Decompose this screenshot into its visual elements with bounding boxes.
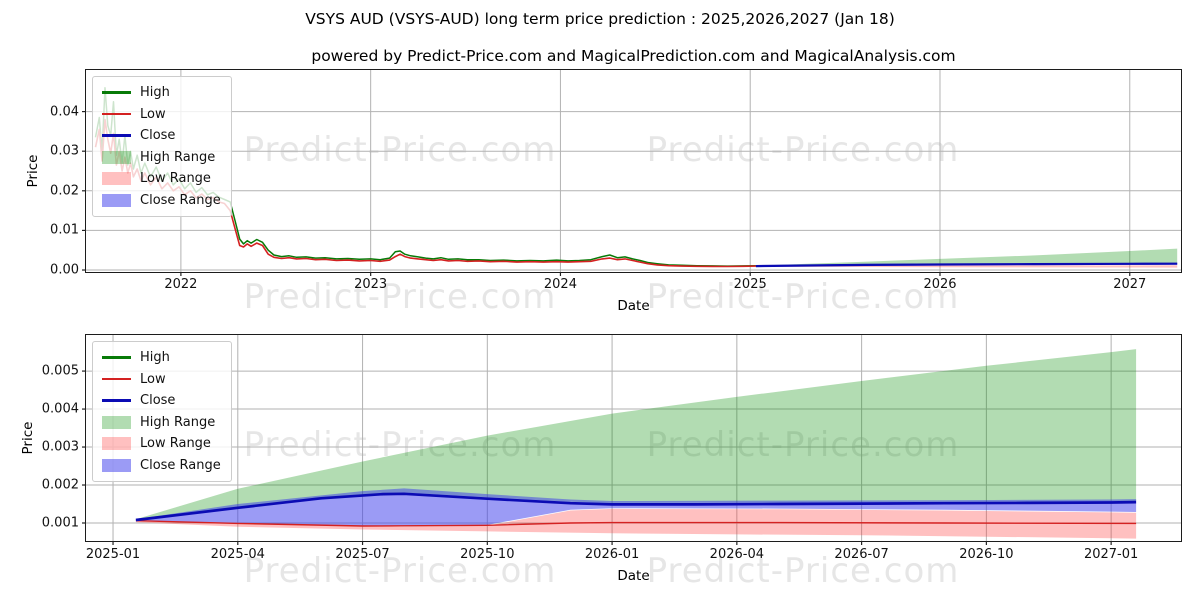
plot-area-top	[84, 68, 1182, 273]
legend-label: High	[140, 85, 170, 100]
area-high_range	[755, 248, 1178, 267]
y-axis-label: Price	[25, 154, 41, 188]
legend-swatch-close	[102, 399, 131, 402]
x-tick-label: 2026	[923, 277, 957, 292]
y-tick-label: 0.005	[41, 363, 79, 379]
legend-item-close-range: Close Range	[102, 457, 221, 474]
y-tick-label: 0.02	[50, 183, 79, 199]
legend-label: High Range	[140, 414, 216, 430]
x-axis-label: Date	[617, 568, 650, 584]
y-tick-label: 0.01	[50, 222, 79, 238]
legend-label: Close Range	[140, 457, 221, 473]
x-tick-label: 2025-04	[210, 547, 265, 562]
chart-svg-bottom	[82, 335, 1181, 545]
legend-label: Close	[140, 128, 176, 143]
legend-label: Close Range	[140, 192, 221, 208]
y-tick-label: 0.003	[41, 439, 79, 455]
watermark-text: Predict-Price.com	[647, 425, 960, 465]
x-tick-label: 2022	[164, 277, 198, 292]
low-prediction-line	[135, 520, 1137, 527]
x-tick-label: 2023	[354, 277, 388, 292]
legend-item-low-range: Low Range	[102, 170, 221, 187]
x-tick-label: 2027	[1113, 277, 1147, 292]
y-axis-label: Price	[20, 421, 36, 455]
legend-label: Low Range	[140, 171, 211, 186]
page-title: VSYS AUD (VSYS-AUD) long term price pred…	[305, 10, 895, 28]
legend-swatch-low	[102, 377, 131, 381]
area-low_range	[135, 508, 1137, 539]
area-low_range	[755, 265, 1178, 268]
y-tick-label: 0.03	[50, 143, 79, 159]
legend-label: High Range	[140, 149, 216, 165]
legend-label: Low Range	[140, 436, 211, 451]
watermark-text: Predict-Price.com	[646, 130, 960, 170]
legend-item-low: Low	[102, 106, 221, 123]
y-tick-label: 0.002	[41, 477, 79, 493]
x-tick-label: 2026-01	[584, 547, 640, 562]
legend-label: Low	[140, 106, 166, 122]
area-high_range	[135, 349, 1137, 520]
y-tick-label: 0.004	[41, 401, 79, 417]
legend-swatch-low	[102, 112, 131, 116]
chart-svg-top	[82, 70, 1181, 276]
powered-by-subtitle: powered by Predict-Price.com and Magical…	[311, 47, 956, 65]
close-prediction-line	[135, 492, 1137, 522]
watermark-text: Predict-Price.com	[243, 425, 557, 465]
x-tick-label: 2026-07	[834, 547, 889, 562]
legend-item-high-range: High Range	[102, 149, 221, 166]
legend-swatch-close_range	[102, 458, 131, 472]
legend-item-close: Close	[102, 392, 221, 409]
legend-label: Low	[140, 371, 166, 387]
legend-item-close-range: Close Range	[102, 192, 221, 209]
x-tick-label: 2027-01	[1083, 547, 1139, 562]
legend-swatch-low_range	[102, 172, 131, 185]
legend-swatch-low_range	[102, 437, 131, 450]
legend-bottom: High Low Close High Range Low Range Close Ran…	[92, 341, 232, 482]
watermark-text: Predict-Price.com	[646, 277, 960, 317]
x-tick-label: 2026-04	[709, 547, 765, 562]
x-tick-label: 2025	[733, 277, 767, 292]
legend-swatch-high	[102, 356, 131, 359]
close-prediction-line	[755, 262, 1178, 268]
legend-label: Close	[140, 393, 176, 408]
legend-swatch-close_range	[102, 193, 131, 207]
legend-top: High Low Close High Range Low Range Close Ran…	[92, 76, 232, 217]
x-tick-label: 2025-01	[85, 547, 141, 562]
y-tick-label: 0.00	[50, 262, 79, 278]
legend-item-high: High	[102, 349, 221, 366]
x-tick-label: 2025-10	[460, 547, 515, 562]
y-tick-label: 0.04	[50, 104, 79, 120]
legend-label: High	[140, 350, 170, 365]
legend-item-low: Low	[102, 371, 221, 388]
watermark-text: Predict-Price.com	[243, 551, 557, 591]
x-axis-label: Date	[617, 298, 650, 314]
legend-item-high-range: High Range	[102, 414, 221, 431]
x-tick-label: 2026-10	[959, 547, 1014, 562]
area-close_range	[135, 488, 1137, 527]
legend-item-high: High	[102, 84, 221, 101]
legend-item-close: Close	[102, 127, 221, 144]
watermark-text: Predict-Price.com	[243, 130, 557, 170]
legend-item-low-range: Low Range	[102, 435, 221, 452]
x-tick-label: 2024	[543, 277, 577, 292]
legend-swatch-high	[102, 91, 131, 94]
x-tick-label: 2025-07	[335, 547, 390, 562]
legend-swatch-high_range	[102, 415, 131, 429]
watermark-text: Predict-Price.com	[646, 551, 960, 591]
legend-swatch-high_range	[102, 150, 131, 164]
y-tick-label: 0.001	[41, 515, 79, 531]
legend-swatch-close	[102, 134, 131, 137]
watermark-text: Predict-Price.com	[243, 277, 557, 317]
